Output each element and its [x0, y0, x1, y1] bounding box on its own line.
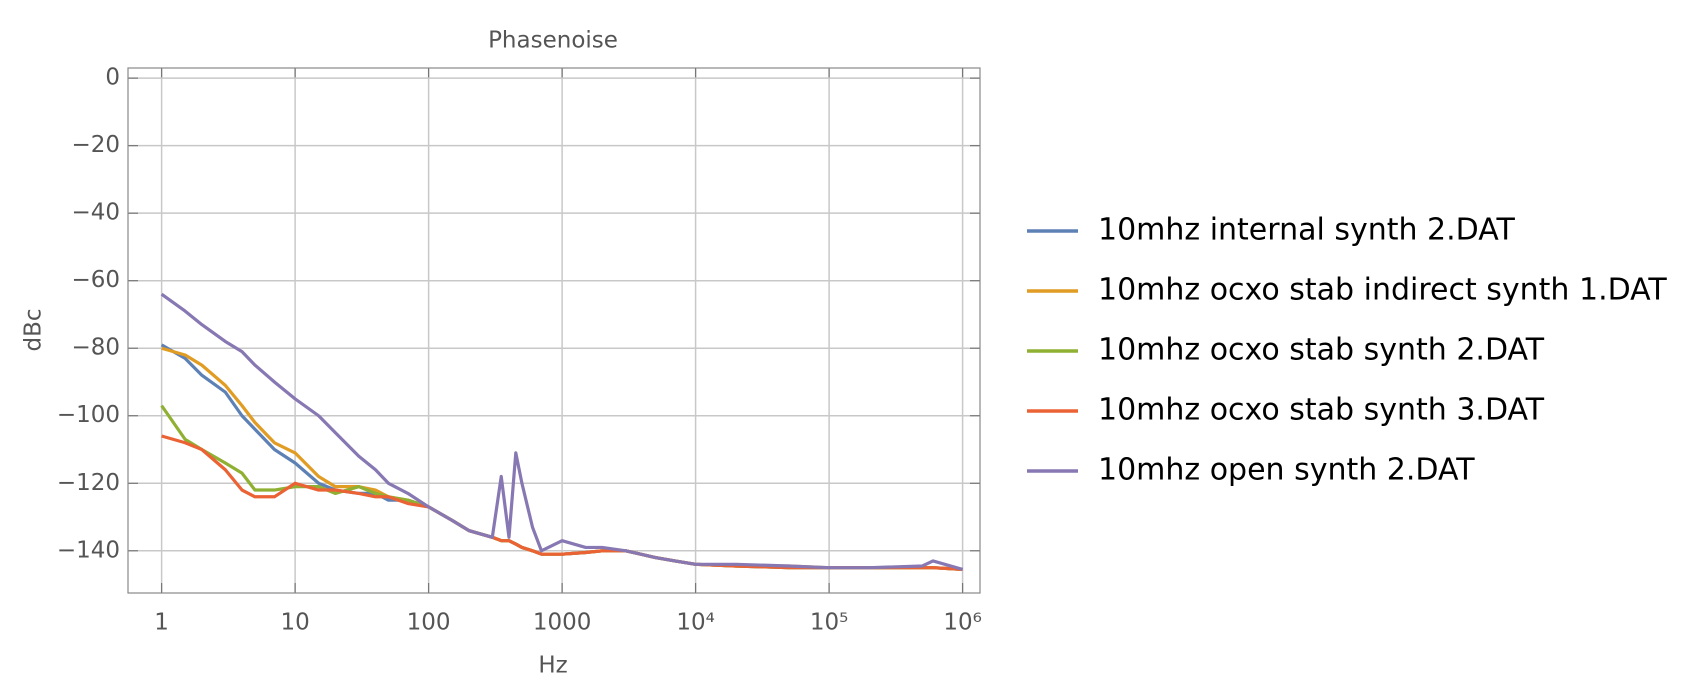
legend-label: 10mhz ocxo stab indirect synth 1.DAT	[1098, 273, 1667, 308]
y-tick-label: −140	[57, 537, 120, 563]
y-tick-label: −120	[57, 470, 120, 496]
y-axis-label: dBc	[21, 308, 47, 351]
legend-label: 10mhz ocxo stab synth 2.DAT	[1098, 333, 1545, 368]
chart-title: Phasenoise	[488, 28, 618, 54]
y-tick-label: 0	[105, 65, 120, 91]
plot-frame	[127, 67, 981, 594]
y-tick-label: −100	[57, 402, 120, 428]
legend-label: 10mhz internal synth 2.DAT	[1098, 213, 1515, 248]
x-tick-label: 10⁴	[676, 610, 715, 636]
y-tick-label: −20	[71, 132, 120, 158]
x-axis-label: Hz	[538, 653, 567, 679]
legend-label: 10mhz open synth 2.DAT	[1098, 453, 1475, 488]
x-tick-label: 10⁵	[810, 610, 849, 636]
x-tick-label: 10⁶	[943, 610, 982, 636]
x-tick-label: 10	[280, 610, 309, 636]
x-tick-label: 1	[154, 610, 169, 636]
y-tick-label: −60	[71, 267, 120, 293]
legend-label: 10mhz ocxo stab synth 3.DAT	[1098, 393, 1545, 428]
y-tick-label: −40	[71, 200, 120, 226]
y-tick-label: −80	[71, 335, 120, 361]
x-tick-label: 100	[407, 610, 451, 636]
x-tick-label: 1000	[533, 610, 592, 636]
series-line	[160, 292, 964, 571]
